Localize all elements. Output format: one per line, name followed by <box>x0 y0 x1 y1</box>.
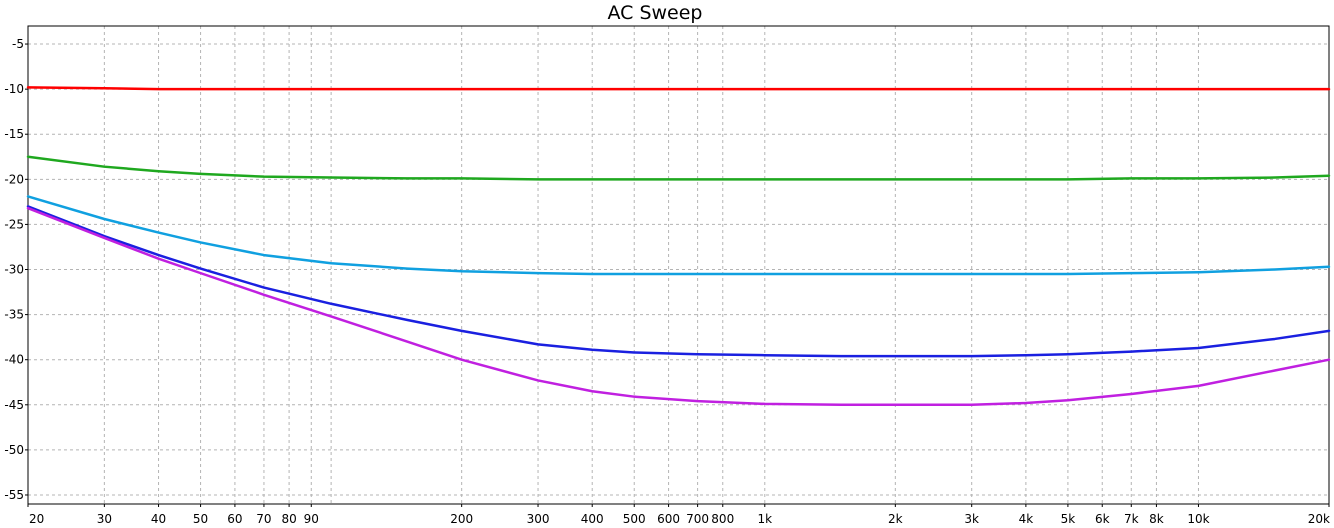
x-tick-label: 500 <box>623 512 646 526</box>
x-tick-label: 6k <box>1095 512 1110 526</box>
x-tick-label: 10k <box>1187 512 1209 526</box>
y-tick-label: -35 <box>4 308 24 322</box>
y-tick-label: -5 <box>12 37 24 51</box>
x-tick-label: 4k <box>1019 512 1034 526</box>
series-line-3 <box>26 195 1331 276</box>
x-tick-label: 7k <box>1124 512 1139 526</box>
x-tick-label: 40 <box>151 512 166 526</box>
x-tick-label: 20k <box>1308 512 1330 526</box>
x-tick-label: 80 <box>281 512 296 526</box>
x-tick-label: 5k <box>1061 512 1076 526</box>
x-tick-label: 30 <box>97 512 112 526</box>
series-line-5 <box>26 206 1331 407</box>
grid-lines <box>28 26 1329 504</box>
y-tick-label: -25 <box>4 217 24 231</box>
y-tick-label: -30 <box>4 263 24 277</box>
x-tick-label: 3k <box>964 512 979 526</box>
x-tick-label: 1k <box>757 512 772 526</box>
series-line-4 <box>26 205 1331 358</box>
x-tick-label: 2k <box>888 512 903 526</box>
x-tick-label: 90 <box>304 512 319 526</box>
y-tick-label: -40 <box>4 353 24 367</box>
series-line-1 <box>26 86 1331 91</box>
y-tick-label: -20 <box>4 172 24 186</box>
x-tick-label: 200 <box>450 512 473 526</box>
y-tick-label: -15 <box>4 127 24 141</box>
chart-title: AC Sweep <box>607 2 702 24</box>
x-tick-label: 20 <box>29 512 44 526</box>
x-tick-label: 300 <box>527 512 550 526</box>
y-tick-label: -10 <box>4 82 24 96</box>
x-tick-label: 50 <box>193 512 208 526</box>
y-tick-label: -45 <box>4 398 24 412</box>
x-tick-label: 700 <box>686 512 709 526</box>
series-line-2 <box>26 155 1331 181</box>
plot-frame <box>27 25 1330 505</box>
series-lines <box>26 86 1331 407</box>
x-tick-label: 400 <box>581 512 604 526</box>
x-axis: 20 30 40 50 60 70 80 90 200 300 400 500 600 700 800 1k 2… <box>27 504 1330 526</box>
y-axis: -5 -10 -15 -20 -25 -30 -35 -40 -45 -50 -55 <box>4 37 28 502</box>
x-tick-label: 600 <box>657 512 680 526</box>
x-tick-label: 60 <box>227 512 242 526</box>
x-tick-label: 800 <box>711 512 734 526</box>
y-tick-label: -55 <box>4 488 24 502</box>
x-tick-label: 8k <box>1149 512 1164 526</box>
x-tick-label: 70 <box>256 512 271 526</box>
y-tick-label: -50 <box>4 443 24 457</box>
